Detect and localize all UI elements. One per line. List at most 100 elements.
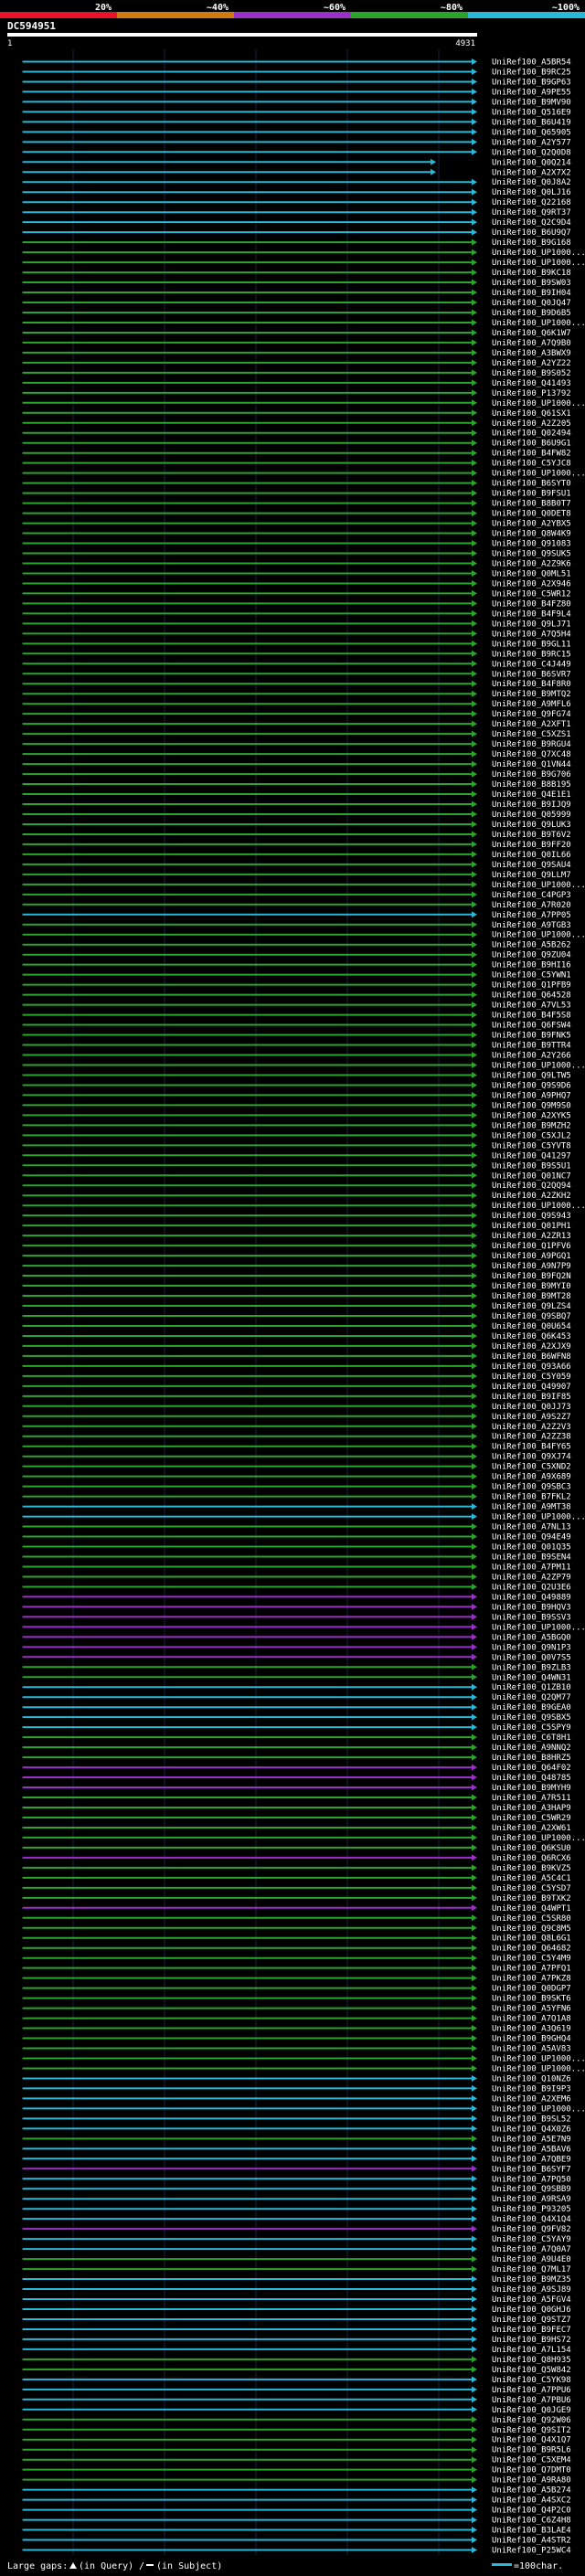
hit-label[interactable]: UniRef100_A5YFN6: [492, 2005, 571, 2014]
hit-row[interactable]: UniRef100_A7PBU6: [22, 2396, 571, 2405]
hit-row[interactable]: UniRef100_A2X7X2: [22, 168, 571, 177]
hit-row[interactable]: UniRef100_Q4X0Z6: [22, 2125, 571, 2134]
hit-label[interactable]: UniRef100_Q48785: [492, 1774, 571, 1783]
hit-row[interactable]: UniRef100_Q6FSW4: [22, 1022, 571, 1031]
hit-row[interactable]: UniRef100_C5Y4M9: [22, 1955, 571, 1964]
hit-row[interactable]: UniRef100_B8B0T7: [22, 500, 571, 509]
hit-row[interactable]: UniRef100_P93205: [22, 2205, 571, 2214]
hit-row[interactable]: UniRef100_Q0GHJ6: [22, 2306, 571, 2315]
hit-label[interactable]: UniRef100_Q0Q214: [492, 158, 571, 167]
hit-row[interactable]: UniRef100_A5AV83: [22, 2045, 571, 2054]
hit-row[interactable]: UniRef100_B9MV90: [22, 98, 571, 107]
hit-row[interactable]: UniRef100_Q7XC48: [22, 750, 571, 759]
hit-row[interactable]: UniRef100_Q1PFV6: [22, 1242, 571, 1251]
hit-row[interactable]: UniRef100_B4F8R0: [22, 680, 571, 689]
hit-row[interactable]: UniRef100_A5BR54: [22, 58, 571, 67]
hit-row[interactable]: UniRef100_Q9N1P3: [22, 1643, 571, 1652]
hit-label[interactable]: UniRef100_B9MV90: [492, 98, 571, 107]
hit-label[interactable]: UniRef100_A5BAV6: [492, 2145, 571, 2154]
hit-label[interactable]: UniRef100_B9KVZ5: [492, 1864, 571, 1873]
hit-label[interactable]: UniRef100_B4F5S8: [492, 1012, 571, 1021]
hit-row[interactable]: UniRef100_Q9SBB9: [22, 2185, 571, 2194]
hit-row[interactable]: UniRef100_B9MTQ2: [22, 690, 571, 699]
hit-row[interactable]: UniRef100_A4SXC2: [22, 2496, 571, 2506]
hit-label[interactable]: UniRef100_UP1000...: [492, 1061, 585, 1070]
hit-row[interactable]: UniRef100_Q5W842: [22, 2366, 571, 2375]
hit-row[interactable]: UniRef100_A2YBX5: [22, 520, 571, 529]
hit-label[interactable]: UniRef100_A2XJX9: [492, 1342, 571, 1352]
hit-row[interactable]: UniRef100_A5BAV6: [22, 2145, 571, 2154]
hit-row[interactable]: UniRef100_B6U419: [22, 118, 571, 127]
hit-row[interactable]: UniRef100_A5C4C1: [22, 1874, 571, 1883]
hit-label[interactable]: UniRef100_A5E7N9: [492, 2135, 571, 2144]
hit-row[interactable]: UniRef100_B6SVR7: [22, 670, 571, 679]
hit-label[interactable]: UniRef100_B9HQV3: [492, 1603, 571, 1612]
hit-row[interactable]: UniRef100_Q9C8M5: [22, 1924, 571, 1934]
hit-label[interactable]: UniRef100_Q9SBQ7: [492, 1312, 571, 1321]
hit-label[interactable]: UniRef100_Q0U654: [492, 1322, 571, 1331]
hit-row[interactable]: UniRef100_B4F9L4: [22, 610, 571, 619]
hit-label[interactable]: UniRef100_B4F8R0: [492, 680, 571, 689]
hit-label[interactable]: UniRef100_Q0JQ47: [492, 299, 571, 308]
hit-row[interactable]: UniRef100_A2Z2V3: [22, 1423, 571, 1432]
hit-row[interactable]: UniRef100_C5WR12: [22, 589, 571, 599]
hit-label[interactable]: UniRef100_B4FZ80: [492, 599, 571, 609]
hit-label[interactable]: UniRef100_Q41297: [492, 1151, 571, 1161]
hit-label[interactable]: UniRef100_A3HAP9: [492, 1804, 571, 1813]
hit-row[interactable]: UniRef100_A9MT38: [22, 1503, 571, 1512]
hit-label[interactable]: UniRef100_B9GP63: [492, 78, 571, 87]
hit-row[interactable]: UniRef100_A9PGQ1: [22, 1252, 571, 1261]
hit-label[interactable]: UniRef100_UP1000...: [492, 399, 585, 408]
hit-row[interactable]: UniRef100_Q6K1W7: [22, 329, 571, 338]
hit-row[interactable]: UniRef100_Q41493: [22, 379, 571, 388]
hit-row[interactable]: UniRef100_Q6RCX6: [22, 1854, 571, 1863]
hit-row[interactable]: UniRef100_Q9STZ7: [22, 2316, 571, 2325]
hit-label[interactable]: UniRef100_C6T8H1: [492, 1733, 571, 1743]
hit-label[interactable]: UniRef100_Q1VN44: [492, 760, 571, 769]
hit-label[interactable]: UniRef100_Q94E49: [492, 1533, 571, 1542]
hit-row[interactable]: UniRef100_B9FEC7: [22, 2326, 571, 2335]
hit-row[interactable]: UniRef100_B9SKT6: [22, 1995, 571, 2004]
hit-label[interactable]: UniRef100_A9N7P9: [492, 1262, 571, 1271]
hit-row[interactable]: UniRef100_Q61SX1: [22, 409, 571, 419]
hit-row[interactable]: UniRef100_Q0DET8: [22, 510, 571, 519]
hit-row[interactable]: UniRef100_Q0J8A2: [22, 178, 571, 187]
hit-row[interactable]: UniRef100_C5YAY9: [22, 2235, 571, 2244]
hit-row[interactable]: UniRef100_B9D6B5: [22, 309, 571, 318]
hit-label[interactable]: UniRef100_B7FKL2: [492, 1493, 571, 1502]
hit-label[interactable]: UniRef100_A5BGQ0: [492, 1633, 571, 1642]
hit-row[interactable]: UniRef100_A3Q619: [22, 2025, 571, 2034]
hit-label[interactable]: UniRef100_B9MZH2: [492, 1121, 571, 1130]
hit-label[interactable]: UniRef100_Q9SBX5: [492, 1713, 571, 1723]
hit-label[interactable]: UniRef100_C5XEM4: [492, 2456, 571, 2465]
hit-row[interactable]: UniRef100_B9SSV3: [22, 1613, 571, 1622]
hit-row[interactable]: UniRef100_Q01Q35: [22, 1543, 571, 1553]
hit-label[interactable]: UniRef100_A2X7X2: [492, 168, 571, 177]
hit-row[interactable]: UniRef100_Q0Q214: [22, 158, 571, 167]
hit-label[interactable]: UniRef100_Q9C8M5: [492, 1924, 571, 1934]
hit-row[interactable]: UniRef100_Q02494: [22, 429, 571, 439]
hit-label[interactable]: UniRef100_A2ZZ38: [492, 1433, 571, 1442]
hit-label[interactable]: UniRef100_A7PFQ1: [492, 1965, 571, 1974]
hit-label[interactable]: UniRef100_A3Q619: [492, 2025, 571, 2034]
hit-row[interactable]: UniRef100_A7L154: [22, 2346, 571, 2355]
hit-row[interactable]: UniRef100_A7Q9B0: [22, 339, 571, 348]
hit-label[interactable]: UniRef100_B9TXK2: [492, 1894, 571, 1903]
hit-label[interactable]: UniRef100_Q9RT37: [492, 208, 571, 217]
hit-row[interactable]: UniRef100_A9S2Z7: [22, 1413, 571, 1422]
hit-row[interactable]: UniRef100_C5YK98: [22, 2376, 571, 2385]
hit-row[interactable]: UniRef100_P13792: [22, 389, 571, 398]
hit-row[interactable]: UniRef100_Q8H935: [22, 2356, 571, 2365]
hit-label[interactable]: UniRef100_C5YJC8: [492, 460, 571, 469]
hit-label[interactable]: UniRef100_Q8L6G1: [492, 1935, 571, 1944]
hit-row[interactable]: UniRef100_A5BGQ0: [22, 1633, 571, 1642]
hit-row[interactable]: UniRef100_C5XJL2: [22, 1131, 571, 1140]
hit-row[interactable]: UniRef100_A9MFL6: [22, 700, 571, 709]
hit-label[interactable]: UniRef100_A9RSA9: [492, 2195, 571, 2204]
hit-row[interactable]: UniRef100_Q7DMT0: [22, 2466, 571, 2475]
hit-label[interactable]: UniRef100_B9HS72: [492, 2336, 571, 2345]
hit-row[interactable]: UniRef100_A2XJX9: [22, 1342, 571, 1352]
hit-label[interactable]: UniRef100_Q4X1Q7: [492, 2436, 571, 2445]
hit-row[interactable]: UniRef100_C6Z4H8: [22, 2517, 571, 2526]
hit-label[interactable]: UniRef100_Q2QQ94: [492, 1182, 571, 1191]
